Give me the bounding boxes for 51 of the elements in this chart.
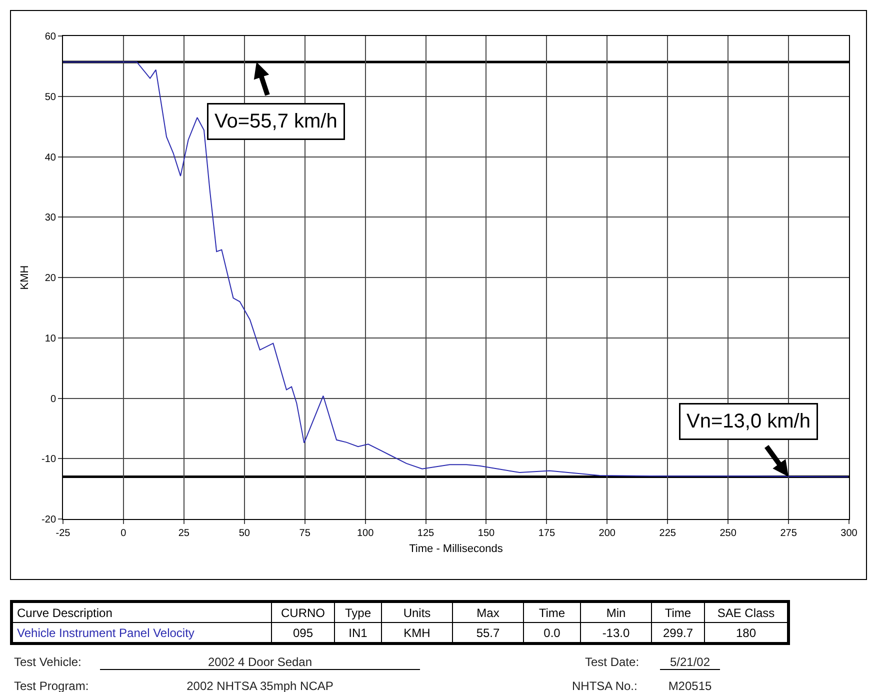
text: Units	[382, 602, 452, 622]
x-tick-label: 175	[538, 528, 556, 539]
y-tick-label: 0	[50, 394, 56, 405]
text: Test Vehicle:	[14, 655, 82, 669]
text: 180	[704, 622, 788, 644]
x-tick-label: 300	[840, 528, 858, 539]
text: 2002 4 Door Sedan	[100, 655, 420, 670]
x-tick-label: 50	[238, 528, 250, 539]
y-tick-label: -20	[42, 514, 56, 526]
text: Time	[652, 602, 704, 622]
text: Test Date:	[585, 655, 640, 669]
y-tick-label: 60	[44, 32, 56, 42]
x-tick-label: 275	[780, 528, 798, 539]
text: Time	[524, 602, 580, 622]
text: 299.7	[652, 622, 704, 644]
text: Min	[580, 602, 652, 622]
text: M20515	[660, 679, 720, 692]
x-tick-label: 250	[720, 528, 737, 539]
text: 5/21/02	[660, 655, 720, 670]
y-axis-title: KMH	[19, 265, 32, 290]
text: Max	[452, 602, 524, 622]
x-tick-label: 150	[478, 528, 496, 539]
text: 55.7	[452, 622, 524, 644]
x-tick-label: 100	[356, 528, 374, 539]
text: NHTSA No.:	[572, 679, 638, 692]
x-tick-label: 200	[598, 528, 616, 539]
text: 095	[272, 622, 334, 644]
annotation: Vn=13,0 km/h	[686, 410, 810, 432]
y-tick-label: 50	[44, 92, 56, 103]
text: KMH	[382, 622, 452, 644]
text: Vehicle Instrument Panel Velocity	[12, 622, 272, 644]
x-tick-label: 225	[659, 528, 676, 539]
text: 0.0	[524, 622, 580, 644]
text: IN1	[334, 622, 382, 644]
text: CURNO	[272, 602, 334, 622]
y-tick-label: 20	[44, 273, 56, 284]
x-axis-title: Time - Milliseconds	[409, 543, 504, 556]
x-tick-label: 25	[178, 528, 190, 539]
y-tick-label: 40	[44, 152, 56, 164]
text: Curve Description	[12, 602, 272, 622]
y-tick-label: 10	[44, 333, 56, 344]
x-tick-label: 125	[417, 528, 435, 539]
x-tick-label: -25	[56, 528, 71, 539]
annotation: Vo=55,7 km/h	[214, 110, 338, 132]
text: Type	[334, 602, 382, 622]
y-tick-label: -10	[42, 454, 56, 466]
x-tick-label: 75	[299, 528, 311, 539]
text: SAE Class	[704, 602, 788, 622]
x-tick-label: 0	[120, 528, 127, 539]
text: -13.0	[580, 622, 652, 644]
y-tick-label: 30	[44, 212, 56, 224]
